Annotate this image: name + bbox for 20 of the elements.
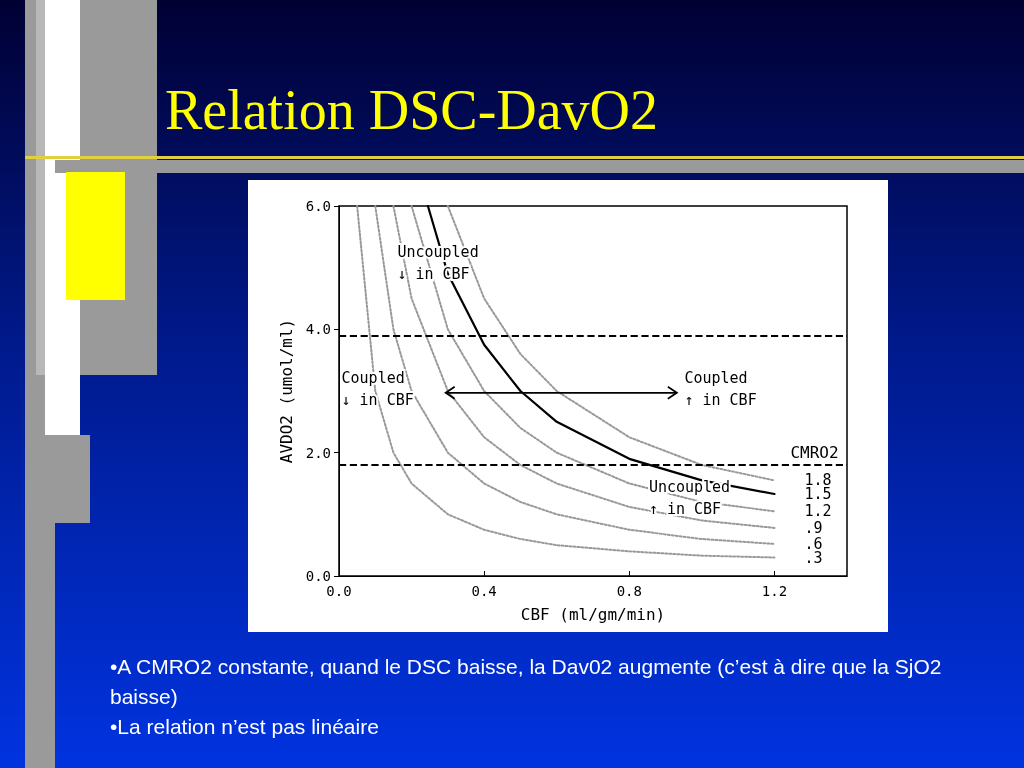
y-axis-title: AVDO2 (umol/ml): [277, 318, 297, 464]
x-tick-label: 1.2: [761, 583, 788, 599]
y-tick-label: 2.0: [305, 444, 331, 461]
annotation: Coupled ↓ in CBF: [341, 368, 414, 409]
annotation: Uncoupled ↑ in CBF: [648, 477, 731, 518]
y-tick-label: 0.0: [305, 568, 331, 584]
x-tick-label: 0.8: [616, 583, 642, 599]
annotation: Coupled ↑ in CBF: [684, 368, 757, 409]
text: •A CMRO2 constante, quand le DSC baisse, la Dav02 augmente (c’est à dire que la SjO2 baisse): [110, 654, 943, 710]
chart-title: Relation DSC-DavO2: [165, 78, 659, 142]
series-label: .9: [804, 518, 823, 537]
x-tick-label: 0.0: [326, 583, 352, 599]
series-label: 1.2: [804, 502, 832, 521]
text: •La relation n’est pas linéaire: [110, 714, 380, 740]
x-axis-title: CBF (ml/gm/min): [520, 604, 666, 624]
x-tick-label: 0.4: [471, 583, 497, 599]
series-label: .3: [804, 548, 823, 567]
legend-title: CMRO2: [790, 443, 839, 463]
y-tick-label: 4.0: [305, 321, 331, 338]
y-tick-label: 6.0: [305, 198, 331, 214]
